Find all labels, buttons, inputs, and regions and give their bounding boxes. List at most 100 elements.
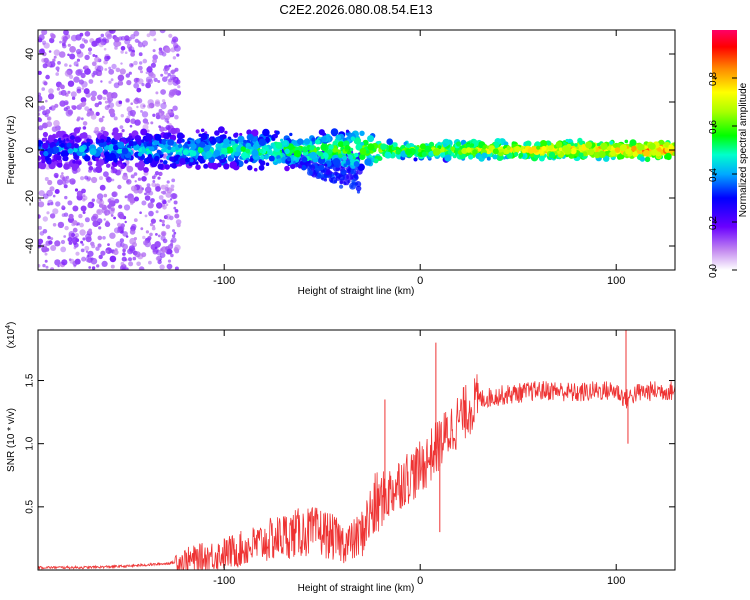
carrier-mark <box>384 151 392 159</box>
top-y-tick-label: 40 <box>24 48 36 60</box>
carrier-mark <box>468 154 474 160</box>
carrier-mark <box>585 141 593 149</box>
carrier-mark <box>141 139 145 143</box>
noise-mark <box>67 90 71 94</box>
noise-mark <box>57 61 61 65</box>
noise-mark <box>52 194 56 198</box>
carrier-mark <box>170 127 177 135</box>
noise-mark <box>49 186 55 192</box>
noise-mark <box>90 90 97 97</box>
carrier-mark <box>442 143 447 148</box>
carrier-mark <box>337 141 344 148</box>
tail-mark <box>326 168 331 174</box>
carrier-mark <box>359 147 367 155</box>
carrier-mark <box>203 163 209 169</box>
carrier-mark <box>205 151 213 158</box>
noise-mark <box>108 68 115 75</box>
noise-mark <box>141 252 147 258</box>
carrier-mark <box>284 165 290 172</box>
carrier-mark <box>182 149 189 156</box>
carrier-mark <box>648 142 656 150</box>
carrier-mark <box>53 161 58 165</box>
carrier-mark <box>195 164 201 170</box>
carrier-mark <box>268 155 275 162</box>
noise-mark <box>50 267 55 270</box>
noise-mark <box>149 222 154 227</box>
carrier-mark <box>237 135 245 143</box>
noise-mark <box>124 117 131 124</box>
noise-mark <box>74 258 81 265</box>
carrier-mark <box>421 151 427 157</box>
noise-mark <box>150 62 156 68</box>
noise-mark <box>167 199 171 203</box>
noise-mark <box>145 230 149 234</box>
noise-mark <box>38 201 45 208</box>
noise-mark <box>158 125 162 129</box>
noise-mark <box>166 263 173 270</box>
noise-mark <box>87 250 94 257</box>
noise-mark <box>134 196 139 202</box>
noise-mark <box>102 89 108 95</box>
tail-mark <box>354 175 359 180</box>
noise-mark <box>69 46 76 53</box>
noise-mark <box>97 243 102 248</box>
noise-mark <box>38 70 42 75</box>
noise-mark <box>104 68 108 71</box>
carrier-mark <box>282 140 288 146</box>
carrier-mark <box>197 146 203 152</box>
carrier-mark <box>145 133 153 141</box>
noise-mark <box>155 112 160 117</box>
carrier-mark <box>276 155 281 160</box>
noise-mark <box>144 195 151 201</box>
noise-mark <box>45 109 51 115</box>
carrier-mark <box>428 141 435 148</box>
carrier-mark <box>534 141 541 148</box>
noise-mark <box>109 255 117 263</box>
noise-mark <box>139 103 146 109</box>
noise-mark <box>50 245 57 251</box>
carrier-mark <box>332 140 338 146</box>
carrier-mark <box>311 137 316 142</box>
carrier-mark <box>309 151 317 160</box>
noise-mark <box>141 176 147 182</box>
noise-mark <box>139 61 143 65</box>
tail-mark <box>339 180 344 185</box>
noise-mark <box>81 256 87 262</box>
carrier-mark <box>51 146 60 154</box>
noise-mark <box>74 233 80 238</box>
noise-mark <box>152 248 156 253</box>
carrier-mark <box>632 151 639 158</box>
noise-mark <box>105 220 109 224</box>
noise-mark <box>38 125 44 131</box>
carrier-mark <box>162 147 167 153</box>
carrier-mark <box>140 128 148 136</box>
noise-mark <box>160 89 167 95</box>
carrier-mark <box>353 137 362 145</box>
noise-mark <box>53 49 60 56</box>
carrier-mark <box>213 149 221 157</box>
noise-mark <box>142 235 146 240</box>
noise-mark <box>149 232 153 237</box>
noise-mark <box>64 70 72 77</box>
carrier-mark <box>110 166 115 170</box>
noise-mark <box>106 92 113 99</box>
noise-mark <box>128 261 134 267</box>
carrier-mark <box>69 139 74 144</box>
colorbar-tick-label: 0.6 <box>708 120 719 134</box>
carrier-mark <box>354 152 359 158</box>
noise-mark <box>157 176 161 180</box>
noise-mark <box>130 185 137 192</box>
noise-mark <box>129 229 136 235</box>
noise-mark <box>140 70 143 74</box>
carrier-mark <box>89 148 97 156</box>
noise-mark <box>128 257 132 262</box>
noise-mark <box>147 202 154 209</box>
carrier-mark <box>260 155 265 160</box>
carrier-mark <box>258 159 263 164</box>
carrier-mark <box>43 150 49 157</box>
noise-mark <box>160 184 166 190</box>
noise-mark <box>58 51 66 58</box>
carrier-mark <box>380 143 387 150</box>
carrier-mark <box>472 149 478 155</box>
y-multiplier-label: (x104) <box>5 322 17 349</box>
